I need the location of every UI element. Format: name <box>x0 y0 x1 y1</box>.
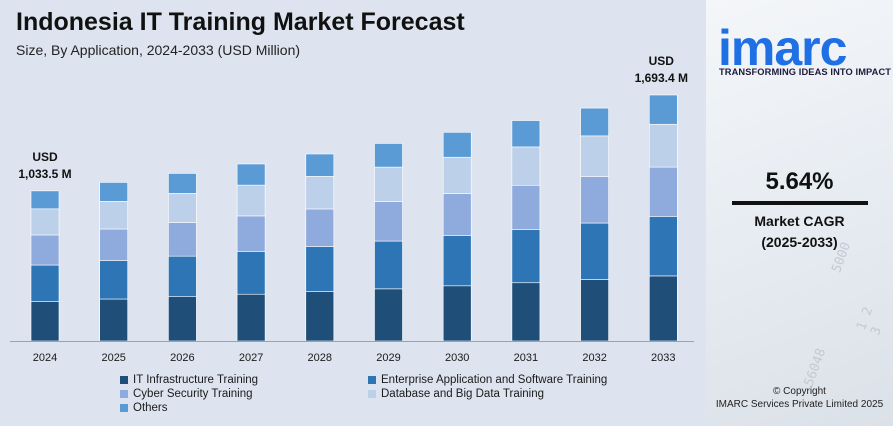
bar-segment <box>648 94 678 125</box>
bar-segment <box>305 208 335 247</box>
bar-segment <box>648 166 678 217</box>
bar-segment <box>30 234 60 266</box>
bar-segment <box>648 123 678 168</box>
chart-subtitle: Size, By Application, 2024-2033 (USD Mil… <box>16 42 301 58</box>
x-tick-label: 2030 <box>445 352 469 364</box>
bar-segment <box>511 120 541 148</box>
bar-segment <box>305 291 335 342</box>
bar-segment <box>99 228 128 261</box>
bar-segment <box>236 163 266 186</box>
total-annotation-currency: USD <box>32 150 58 164</box>
bar-segment <box>580 135 609 177</box>
bar-segment <box>99 260 128 300</box>
bar-segment <box>305 176 335 210</box>
bar-segment <box>168 222 197 257</box>
bar-segment <box>99 201 128 230</box>
bar-segment <box>648 275 678 342</box>
bar-segment <box>442 235 472 287</box>
bar-segment <box>168 173 197 194</box>
bar-segment <box>305 246 335 292</box>
total-annotation-currency: USD <box>649 54 675 68</box>
total-annotation-value: 1,033.5 M <box>18 167 71 181</box>
bar-segment <box>374 201 403 242</box>
background-decoration: 56048 <box>801 346 830 389</box>
bar-segment <box>580 176 609 224</box>
x-tick-label: 2027 <box>239 352 263 364</box>
total-annotation-value: 1,693.4 M <box>635 71 688 85</box>
imarc-logo: imarc <box>718 22 848 76</box>
bar-segment <box>442 193 472 236</box>
stacked-bar-chart: 2024 2025 2026 2027 2028 2029 2030 2031 2032 2033… <box>10 54 694 364</box>
x-tick-label: 2032 <box>582 352 606 364</box>
bar-segment <box>374 166 403 202</box>
bar-segment <box>511 146 541 186</box>
bar-segment <box>30 190 60 210</box>
x-tick-label: 2031 <box>514 352 538 364</box>
bar-segment <box>30 208 60 236</box>
x-tick-label: 2033 <box>651 352 675 364</box>
bar-segment <box>442 156 472 194</box>
x-tick-label: 2024 <box>33 352 57 364</box>
bar-segment <box>511 229 541 284</box>
bar-segment <box>30 301 60 342</box>
cagr-period: (2025-2033) <box>761 234 838 250</box>
bar-segment <box>374 143 403 168</box>
bar-segment <box>168 193 197 223</box>
bar-segment <box>511 282 541 342</box>
copyright-company: IMARC Services Private Limited 2025 <box>715 399 884 410</box>
background-decoration: 1 2 3 <box>854 305 885 338</box>
imarc-logo-wordmark: imarc <box>718 22 847 76</box>
x-tick-label: 2028 <box>308 352 332 364</box>
bar-segment <box>374 240 403 290</box>
bar-segment <box>580 107 609 137</box>
bar-segment <box>442 285 472 342</box>
bar-segment <box>442 132 472 158</box>
bar-segment <box>580 279 609 342</box>
side-panel: 5000 1 2 3 56048 imarc TRANSFORMING IDEA… <box>706 0 893 426</box>
bar-segment <box>580 222 609 280</box>
cagr-value: 5.64% <box>765 168 834 195</box>
bar-segment <box>511 184 541 230</box>
bar-segment <box>168 255 197 297</box>
bar-segment <box>648 216 678 277</box>
cagr-divider <box>732 201 868 205</box>
bar-segment <box>30 264 60 302</box>
logo-tagline: TRANSFORMING IDEAS INTO IMPACT <box>719 67 892 77</box>
bar-segment <box>236 184 266 217</box>
copyright-notice: © Copyright <box>773 386 826 397</box>
bar-segment <box>99 298 128 342</box>
chart-panel: Indonesia IT Training Market Forecast Si… <box>10 8 694 414</box>
chart-title: Indonesia IT Training Market Forecast <box>16 8 465 36</box>
cagr-label: Market CAGR <box>754 213 845 229</box>
bar-segment <box>236 215 266 252</box>
x-tick-label: 2026 <box>170 352 194 364</box>
bar-segment <box>236 293 266 342</box>
x-tick-label: 2029 <box>376 352 400 364</box>
bar-segment <box>168 296 197 342</box>
bar-segment <box>99 182 128 202</box>
x-tick-label: 2025 <box>101 352 125 364</box>
bar-segment <box>236 251 266 295</box>
bar-segment <box>374 288 403 342</box>
bar-segment <box>305 153 335 177</box>
